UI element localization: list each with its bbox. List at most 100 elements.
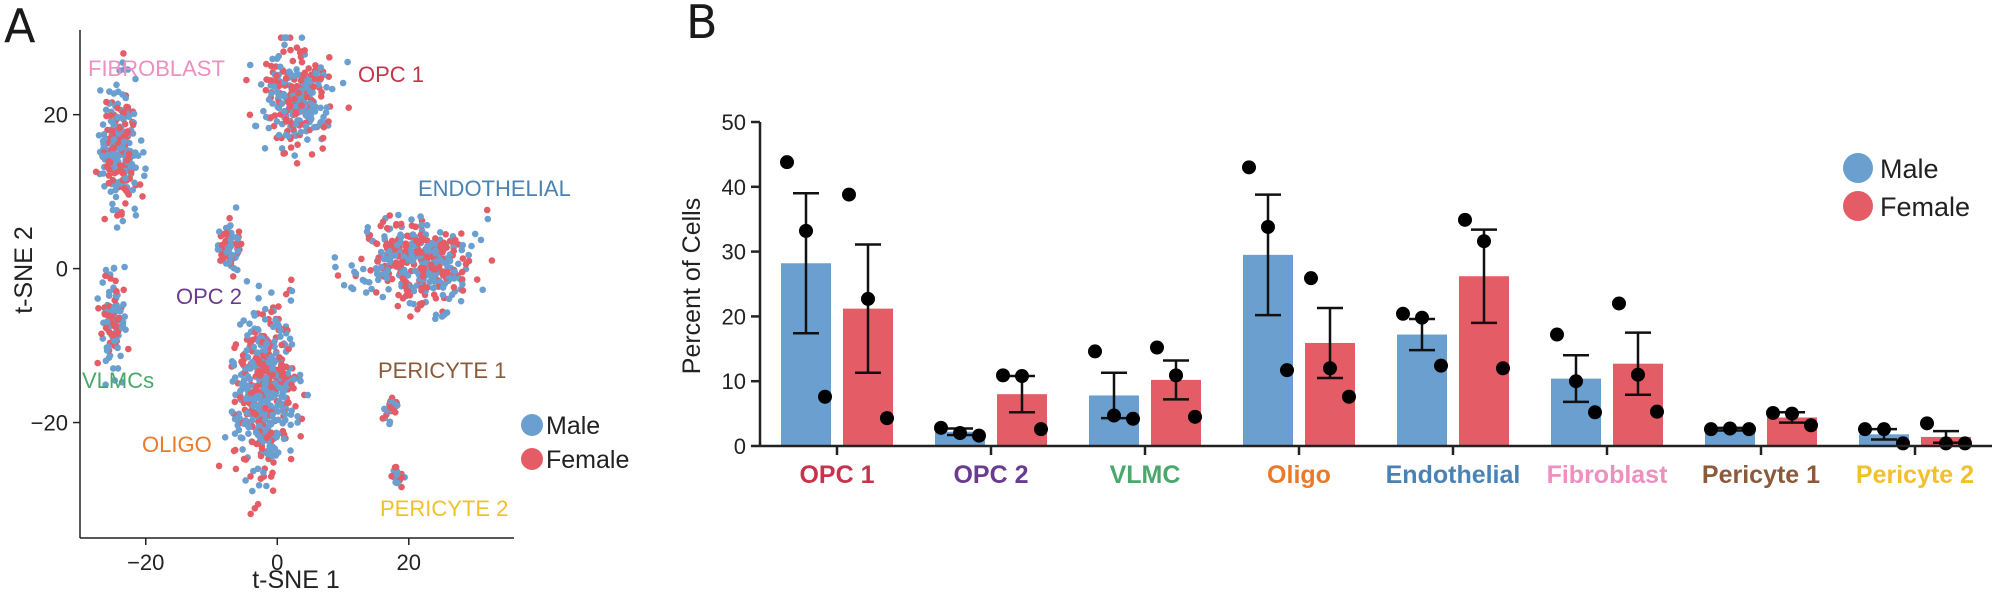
tsne-point [231, 374, 239, 381]
tsne-point [397, 220, 405, 228]
tsne-point [323, 104, 331, 111]
tsne-point [292, 120, 300, 128]
tsne-point [250, 363, 258, 370]
tsne-point [102, 272, 109, 280]
tsne-point [232, 204, 240, 211]
tsne-point [340, 281, 348, 289]
tsne-point [114, 151, 121, 159]
tsne-point [388, 237, 396, 245]
tsne-point [408, 216, 415, 223]
tsne-point [120, 301, 127, 308]
tsne-point [403, 291, 411, 299]
replicate-point [1126, 411, 1140, 426]
tsne-point [339, 79, 347, 87]
tsne-point [269, 371, 276, 379]
tsne-point [287, 455, 295, 463]
tsne-point [351, 268, 358, 276]
replicate-point [1458, 212, 1472, 227]
tsne-point [432, 265, 439, 273]
replicate-point [1034, 422, 1048, 437]
tsne-point [288, 287, 296, 295]
replicate-point [1107, 408, 1121, 423]
tsne-point [325, 73, 333, 80]
tsne-point [294, 413, 301, 420]
cluster-label-vlmcs: VLMCs [82, 368, 154, 393]
tsne-point [278, 341, 285, 349]
cluster-label-pericyte2: PERICYTE 2 [380, 496, 508, 521]
bar-legend-female-marker [1843, 191, 1873, 221]
tsne-point [374, 258, 382, 265]
tsne-point [275, 303, 282, 310]
tsne-point [273, 118, 281, 125]
tsne-point [262, 86, 270, 94]
tsne-point [436, 229, 444, 236]
replicate-point [1496, 361, 1510, 376]
tsne-point [270, 459, 277, 466]
bar-category-label: OPC 1 [799, 461, 874, 489]
tsne-point [122, 326, 129, 334]
tsne-point [228, 251, 235, 259]
tsne-point [137, 137, 145, 144]
tsne-point [319, 145, 327, 152]
tsne-point [280, 150, 287, 157]
tsne-point [118, 379, 126, 386]
tsne-point [283, 34, 290, 41]
tsne-point [418, 284, 426, 292]
tsne-point [297, 48, 305, 55]
tsne-point [234, 235, 242, 242]
tsne-point [117, 167, 125, 175]
replicate-point [1477, 234, 1491, 249]
tsne-point [117, 114, 124, 121]
replicate-point [1396, 306, 1410, 321]
bar-category-label: Endothelial [1386, 461, 1521, 489]
tsne-point [242, 456, 250, 463]
tsne-point [245, 430, 252, 438]
tsne-point [226, 214, 233, 222]
tsne-point [473, 276, 481, 283]
tsne-point [116, 125, 123, 132]
tsne-point [484, 215, 492, 223]
tsne-point [99, 121, 107, 128]
tsne-point [374, 270, 381, 278]
tsne-point [440, 239, 448, 247]
tsne-point [101, 215, 108, 223]
tsne-point [244, 353, 252, 361]
tsne-point [276, 384, 283, 392]
tsne-point [129, 121, 137, 129]
tsne-point [103, 347, 111, 354]
tsne-point [465, 257, 473, 265]
tsne-point [265, 450, 273, 458]
tsne-point [272, 316, 279, 324]
replicate-point [1723, 421, 1737, 436]
replicate-point [1766, 405, 1780, 420]
tsne-point [113, 224, 121, 231]
tsne-point [263, 60, 270, 68]
replicate-point [1415, 310, 1429, 325]
bar-category-label: Pericyte 1 [1702, 461, 1820, 489]
replicate-point [1088, 344, 1102, 359]
tsne-point [278, 100, 286, 107]
tsne-point [459, 281, 466, 288]
tsne-point [471, 230, 479, 238]
tsne-point [269, 411, 276, 419]
replicate-point [996, 368, 1010, 383]
tsne-point [274, 430, 282, 438]
tsne-point [254, 392, 261, 400]
tsne-point [99, 279, 106, 286]
tsne-point [423, 221, 431, 229]
tsne-point [235, 228, 243, 235]
tsne-legend-male-marker [521, 414, 543, 436]
tsne-point [439, 249, 446, 256]
tsne-points [92, 34, 496, 518]
bar-category-label: OPC 2 [953, 461, 1028, 489]
tsne-point [323, 84, 330, 91]
tsne-point [215, 462, 223, 470]
replicate-point [1323, 361, 1337, 376]
tsne-point [381, 405, 388, 413]
tsne-point [465, 251, 473, 259]
tsne-point [391, 464, 399, 471]
tsne-point [227, 236, 234, 243]
tsne-point [113, 288, 120, 295]
tsne-point [125, 113, 133, 120]
tsne-y-tick-label: 20 [44, 103, 68, 128]
